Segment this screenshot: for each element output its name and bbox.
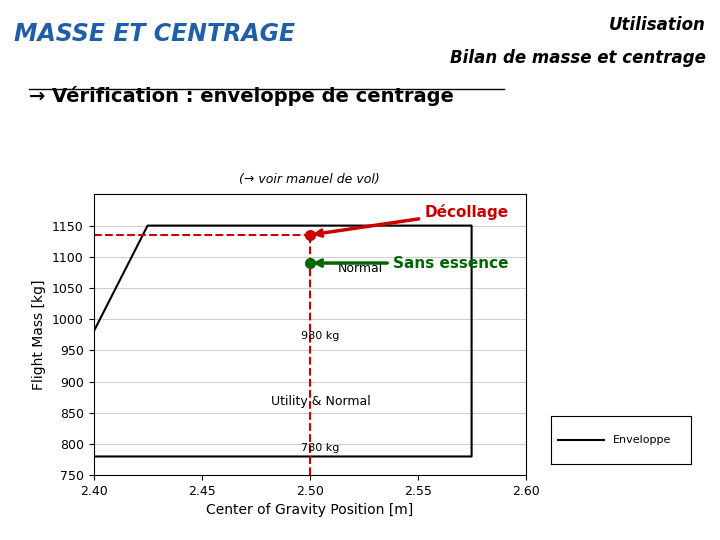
- Text: → Vérification : enveloppe de centrage: → Vérification : enveloppe de centrage: [29, 86, 454, 106]
- Text: Décollage: Décollage: [316, 204, 508, 236]
- Text: MASSE ET CENTRAGE: MASSE ET CENTRAGE: [14, 22, 295, 45]
- Enveloppe: [467, 222, 476, 229]
- Line: Enveloppe: Enveloppe: [94, 226, 472, 456]
- Title: (→ voir manuel de vol): (→ voir manuel de vol): [239, 173, 380, 186]
- Enveloppe: [89, 453, 98, 460]
- Y-axis label: Flight Mass [kg]: Flight Mass [kg]: [32, 280, 47, 390]
- X-axis label: Center of Gravity Position [m]: Center of Gravity Position [m]: [206, 503, 413, 517]
- Text: 780 kg: 780 kg: [301, 443, 340, 454]
- Text: Normal: Normal: [338, 261, 383, 274]
- Enveloppe: [305, 222, 314, 229]
- Enveloppe: [89, 328, 98, 335]
- Text: Enveloppe: Enveloppe: [613, 435, 671, 445]
- Text: Bilan de masse et centrage: Bilan de masse et centrage: [450, 49, 706, 66]
- Enveloppe: [467, 453, 476, 460]
- Text: Utility & Normal: Utility & Normal: [271, 395, 370, 408]
- Enveloppe: [89, 328, 98, 335]
- Text: Sans essence: Sans essence: [316, 255, 508, 271]
- Text: 980 kg: 980 kg: [301, 331, 340, 341]
- Enveloppe: [143, 222, 152, 229]
- Text: Utilisation: Utilisation: [608, 16, 706, 34]
